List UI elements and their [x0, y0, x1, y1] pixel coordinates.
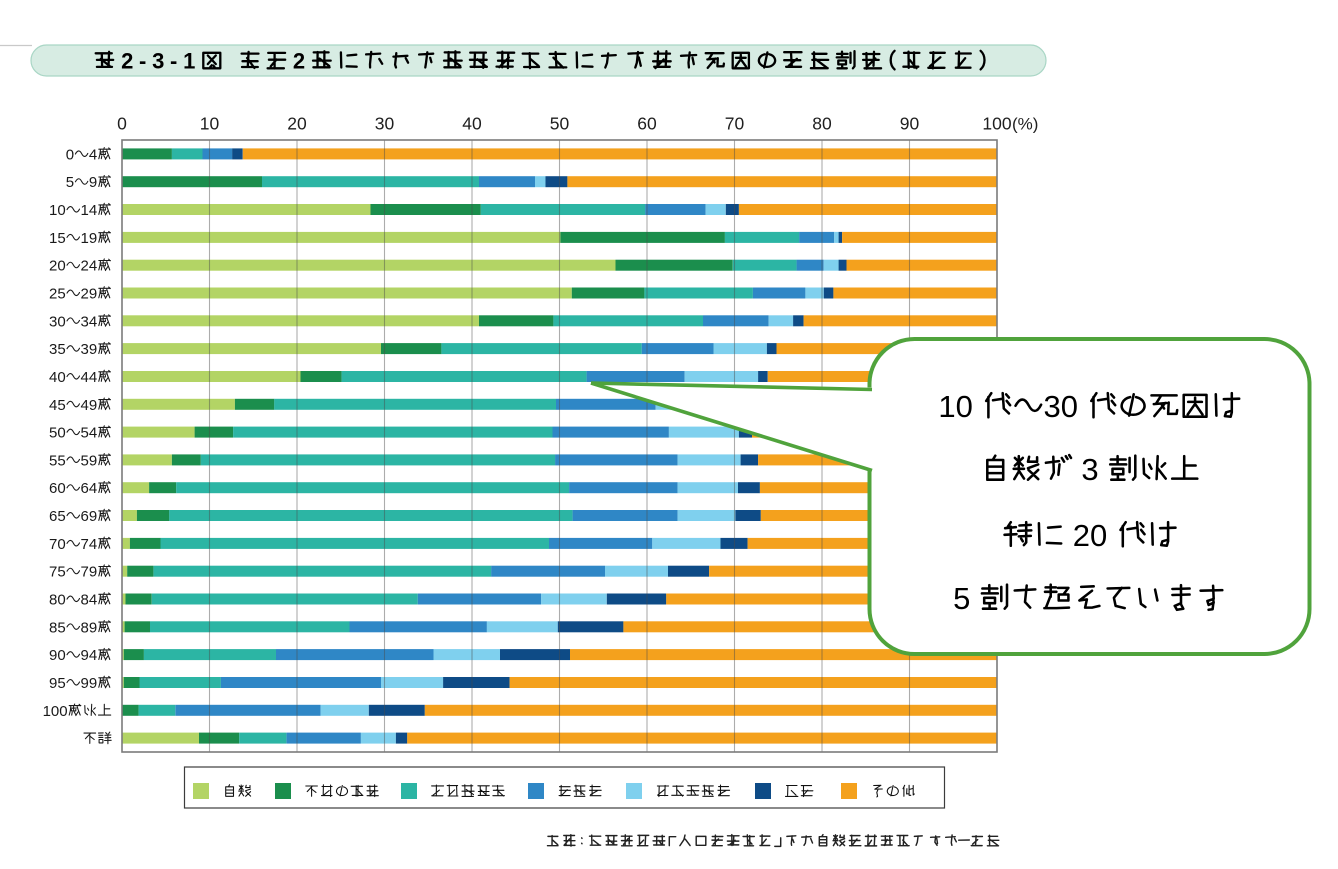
svg-text:20: 20 [287, 114, 307, 134]
svg-text:3: 3 [152, 49, 164, 74]
svg-text:50: 50 [49, 425, 66, 442]
svg-text:64: 64 [81, 480, 98, 497]
svg-text:10: 10 [49, 202, 66, 219]
svg-text:29: 29 [81, 286, 98, 303]
svg-text:50: 50 [550, 114, 570, 134]
svg-text:44: 44 [81, 369, 98, 386]
svg-text:5: 5 [66, 174, 74, 191]
svg-text:15: 15 [49, 230, 66, 247]
svg-text:0: 0 [117, 114, 127, 134]
svg-text:100: 100 [43, 703, 68, 720]
svg-text:-: - [170, 49, 177, 74]
svg-text:35: 35 [49, 341, 66, 358]
svg-text:2: 2 [293, 49, 305, 74]
svg-text:95: 95 [49, 675, 66, 692]
svg-text:30: 30 [375, 114, 395, 134]
svg-text:3: 3 [1081, 452, 1098, 487]
svg-text:9: 9 [89, 174, 97, 191]
svg-text:94: 94 [81, 647, 98, 664]
svg-text:1: 1 [183, 49, 195, 74]
svg-text:90: 90 [900, 114, 920, 134]
svg-text:14: 14 [81, 202, 98, 219]
svg-text:79: 79 [81, 564, 98, 581]
svg-text:59: 59 [81, 452, 98, 469]
svg-text:45: 45 [49, 397, 66, 414]
svg-text:84: 84 [81, 592, 98, 609]
svg-text:0: 0 [66, 146, 74, 163]
svg-text:20: 20 [1073, 518, 1107, 553]
svg-text:39: 39 [81, 341, 98, 358]
svg-text:80: 80 [49, 592, 66, 609]
svg-text:40: 40 [49, 369, 66, 386]
svg-text:30: 30 [1044, 389, 1078, 424]
svg-text:40: 40 [462, 114, 482, 134]
svg-text:55: 55 [49, 452, 66, 469]
svg-text:24: 24 [81, 258, 98, 275]
svg-text:10: 10 [938, 389, 972, 424]
svg-text:89: 89 [81, 619, 98, 636]
svg-text:85: 85 [49, 619, 66, 636]
svg-text:54: 54 [81, 425, 98, 442]
svg-text:2: 2 [121, 49, 133, 74]
svg-text:34: 34 [81, 313, 98, 330]
svg-text:4: 4 [89, 146, 97, 163]
svg-text:65: 65 [49, 508, 66, 525]
svg-text:74: 74 [81, 536, 98, 553]
svg-text:60: 60 [49, 480, 66, 497]
svg-text:-: - [139, 49, 146, 74]
svg-text:69: 69 [81, 508, 98, 525]
svg-text:99: 99 [81, 675, 98, 692]
svg-text:60: 60 [637, 114, 657, 134]
svg-text:20: 20 [49, 258, 66, 275]
svg-text:70: 70 [49, 536, 66, 553]
svg-text:90: 90 [49, 647, 66, 664]
svg-text:30: 30 [49, 313, 66, 330]
svg-text:19: 19 [81, 230, 98, 247]
svg-text:25: 25 [49, 286, 66, 303]
svg-text:5: 5 [953, 581, 970, 616]
svg-text:80: 80 [812, 114, 832, 134]
svg-text:70: 70 [725, 114, 745, 134]
svg-text:100: 100 [982, 114, 1011, 134]
svg-text:75: 75 [49, 564, 66, 581]
svg-text:49: 49 [81, 397, 98, 414]
svg-text:10: 10 [200, 114, 220, 134]
svg-text:(%): (%) [1012, 115, 1038, 134]
